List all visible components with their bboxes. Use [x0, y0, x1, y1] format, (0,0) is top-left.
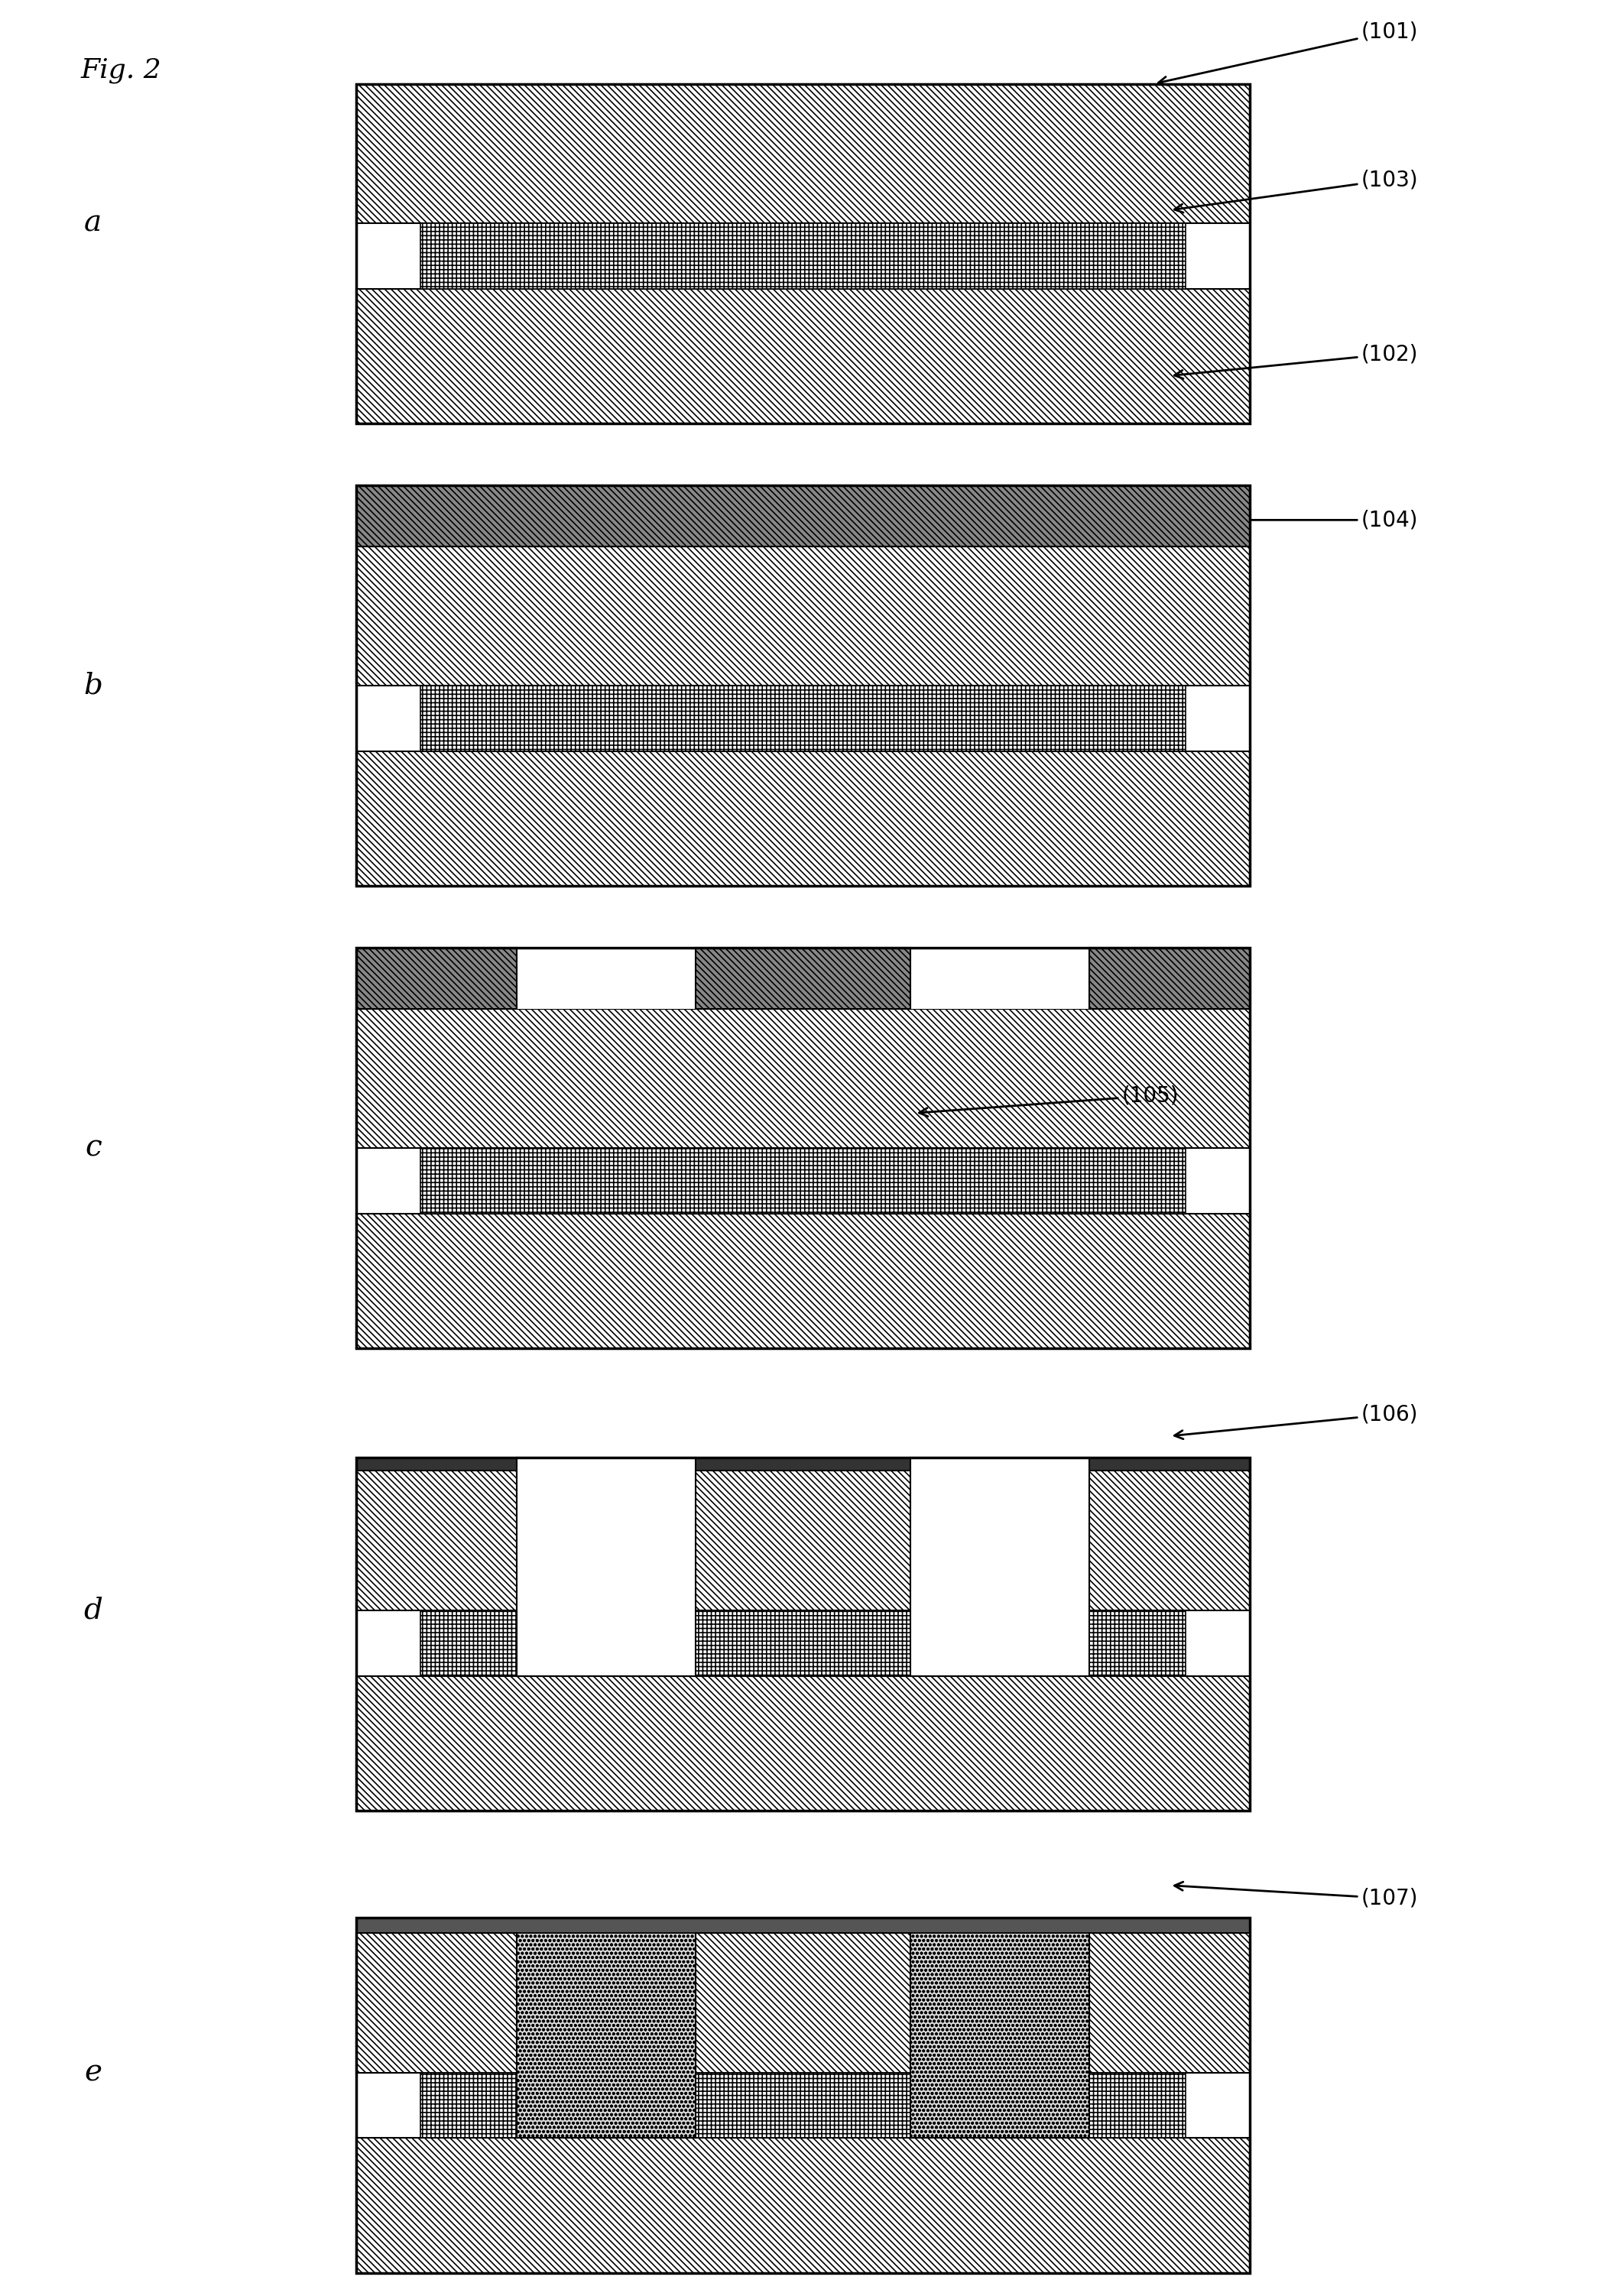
Text: d: d [84, 1596, 103, 1626]
Text: (105): (105) [919, 1086, 1179, 1116]
Bar [911, 1458, 1089, 1676]
Bar [357, 289, 1249, 425]
Bar [695, 1472, 911, 1609]
Bar [421, 2073, 1185, 2138]
Bar [357, 1472, 517, 1609]
Bar [421, 1148, 1185, 1212]
Text: (102): (102) [1174, 344, 1418, 379]
Text: b: b [84, 670, 103, 700]
Bar [357, 1458, 1249, 1812]
Text: (106): (106) [1174, 1403, 1418, 1440]
Text: c: c [85, 1134, 101, 1162]
Text: a: a [84, 209, 101, 236]
Bar [357, 484, 1249, 886]
Text: Fig. 2: Fig. 2 [80, 57, 161, 83]
Bar [357, 1008, 1249, 1148]
Bar [695, 1458, 911, 1472]
Bar [517, 1458, 695, 1676]
Bar [695, 1933, 911, 2073]
Bar [421, 687, 1185, 751]
Bar [1089, 1933, 1249, 2073]
Bar [1089, 948, 1249, 1008]
Text: (104): (104) [1174, 510, 1418, 530]
Bar [1089, 1472, 1249, 1609]
Bar [517, 1933, 695, 2138]
Bar [357, 751, 1249, 886]
Bar [517, 948, 695, 1008]
Bar [357, 1676, 1249, 1812]
Bar [357, 1458, 517, 1472]
Bar [357, 1917, 1249, 2273]
Text: (101): (101) [1158, 21, 1418, 85]
Text: e: e [84, 2060, 101, 2087]
Bar [357, 546, 1249, 687]
Bar [695, 948, 911, 1008]
Bar [357, 948, 517, 1008]
Text: (103): (103) [1174, 170, 1418, 214]
Bar [421, 1609, 1185, 1676]
Bar [357, 484, 1249, 546]
Bar [421, 223, 1185, 289]
Bar [357, 1212, 1249, 1348]
Text: (107): (107) [1174, 1883, 1418, 1910]
Bar [357, 1917, 1249, 1933]
Bar [357, 948, 1249, 1348]
Bar [911, 1933, 1089, 2138]
Bar [357, 83, 1249, 425]
Bar [357, 2138, 1249, 2273]
Bar [911, 948, 1089, 1008]
Bar [357, 1933, 517, 2073]
Bar [1089, 1458, 1249, 1472]
Bar [357, 83, 1249, 223]
